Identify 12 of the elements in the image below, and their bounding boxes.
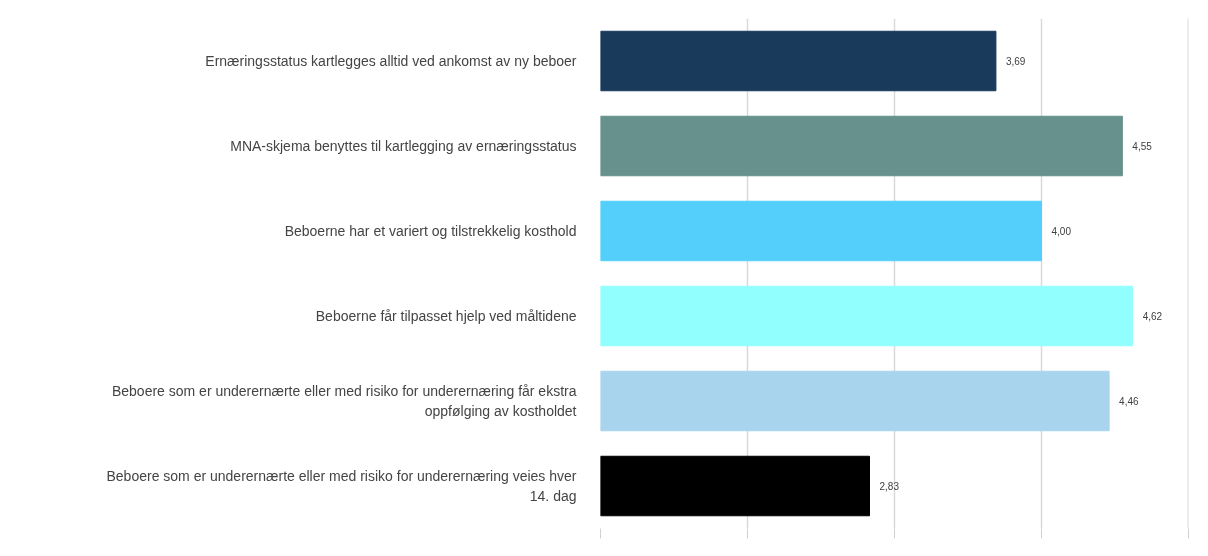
y-tick-label: Beboere som er underernærte eller med risiko for underernæring veies hver 14. dag [106,468,577,504]
data-label: 2,83 [879,481,900,492]
y-tick-label: MNA-skjema benyttes til kartlegging av ernæringsstatus [230,138,577,154]
data-label: 4,62 [1142,311,1163,322]
y-tick-label: Ernæringsstatus kartlegges alltid ved ankomst av ny beboer [205,53,577,69]
data-label: 4,55 [1132,141,1153,152]
data-label: 4,46 [1119,396,1140,407]
data-label: 4,00 [1051,226,1072,237]
y-tick-label: Beboere som er underernærte eller med risiko for underernæring får ekstra oppfølging av kostholdet [111,383,577,419]
y-tick-label: Beboerne får tilpasset hjelp ved måltidene [315,308,577,324]
y-tick-label: Beboerne har et variert og tilstrekkelig kosthold [284,223,577,239]
data-label: 3,69 [1005,56,1026,67]
